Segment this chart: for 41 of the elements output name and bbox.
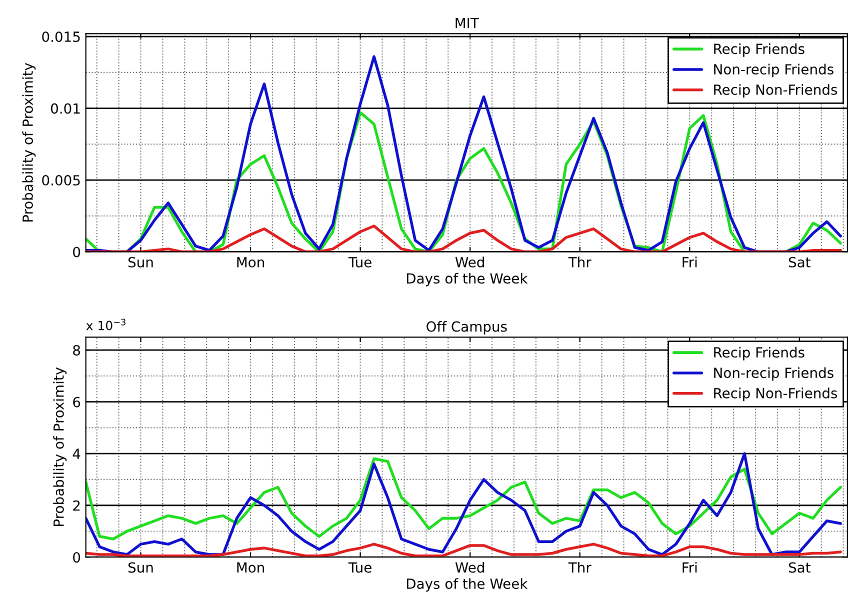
text: x 10$^{−3}$: [86, 318, 126, 330]
x-tick-label: Fri: [682, 256, 697, 268]
line-series: [86, 542, 842, 558]
legend-label: Recip Friends: [714, 346, 804, 360]
line-series: [86, 55, 842, 252]
y-tick-label: 0.015: [42, 31, 80, 42]
y-tick-label: 4: [72, 448, 80, 459]
y-tick-label: 2: [73, 500, 80, 511]
x-tick-label: Mon: [237, 562, 264, 573]
legend-label: Non-recip Friends: [714, 367, 834, 381]
y-tick-label: 0: [73, 552, 80, 563]
x-axis-title: Days of the Week: [406, 272, 528, 286]
chart-title: MIT: [456, 18, 479, 28]
x-tick-label: Thr: [568, 256, 592, 268]
line-series: [86, 457, 842, 540]
legend-label: Recip Non-Friends: [714, 388, 838, 402]
y-tick-label: 6: [73, 396, 80, 408]
line-series: [86, 452, 842, 556]
x-tick-label: Fri: [682, 562, 697, 573]
x-tick-label: Sun: [128, 562, 153, 573]
y-tick-label: 0.005: [42, 175, 80, 186]
legend-label: Non-recip Friends: [714, 64, 834, 78]
legend-label: Recip Friends: [714, 43, 804, 57]
x-tick-label: Sat: [788, 562, 810, 573]
y-axis-title: Probability of Proximity: [53, 367, 67, 526]
y-tick-label: 0: [73, 246, 80, 258]
y-tick-label: 8: [73, 345, 80, 356]
x-tick-label: Wed: [455, 562, 484, 573]
x-tick-label: Tue: [348, 257, 372, 268]
x-tick-label: Sat: [788, 256, 810, 268]
x-tick-label: Sun: [128, 256, 153, 268]
y-axis-title: Probability of Proximity: [22, 62, 36, 222]
x-axis-title: Days of the Week: [406, 578, 528, 592]
y-tick-label: 0.01: [50, 103, 80, 114]
legend-label: Recip Non-Friends: [714, 84, 838, 98]
line-series: [86, 224, 842, 252]
chart-title: Off Campus: [426, 321, 507, 334]
x-tick-label: Tue: [348, 562, 372, 573]
x-tick-label: Thr: [568, 562, 592, 573]
x-tick-label: Wed: [455, 256, 484, 268]
x-tick-label: Mon: [237, 257, 264, 268]
